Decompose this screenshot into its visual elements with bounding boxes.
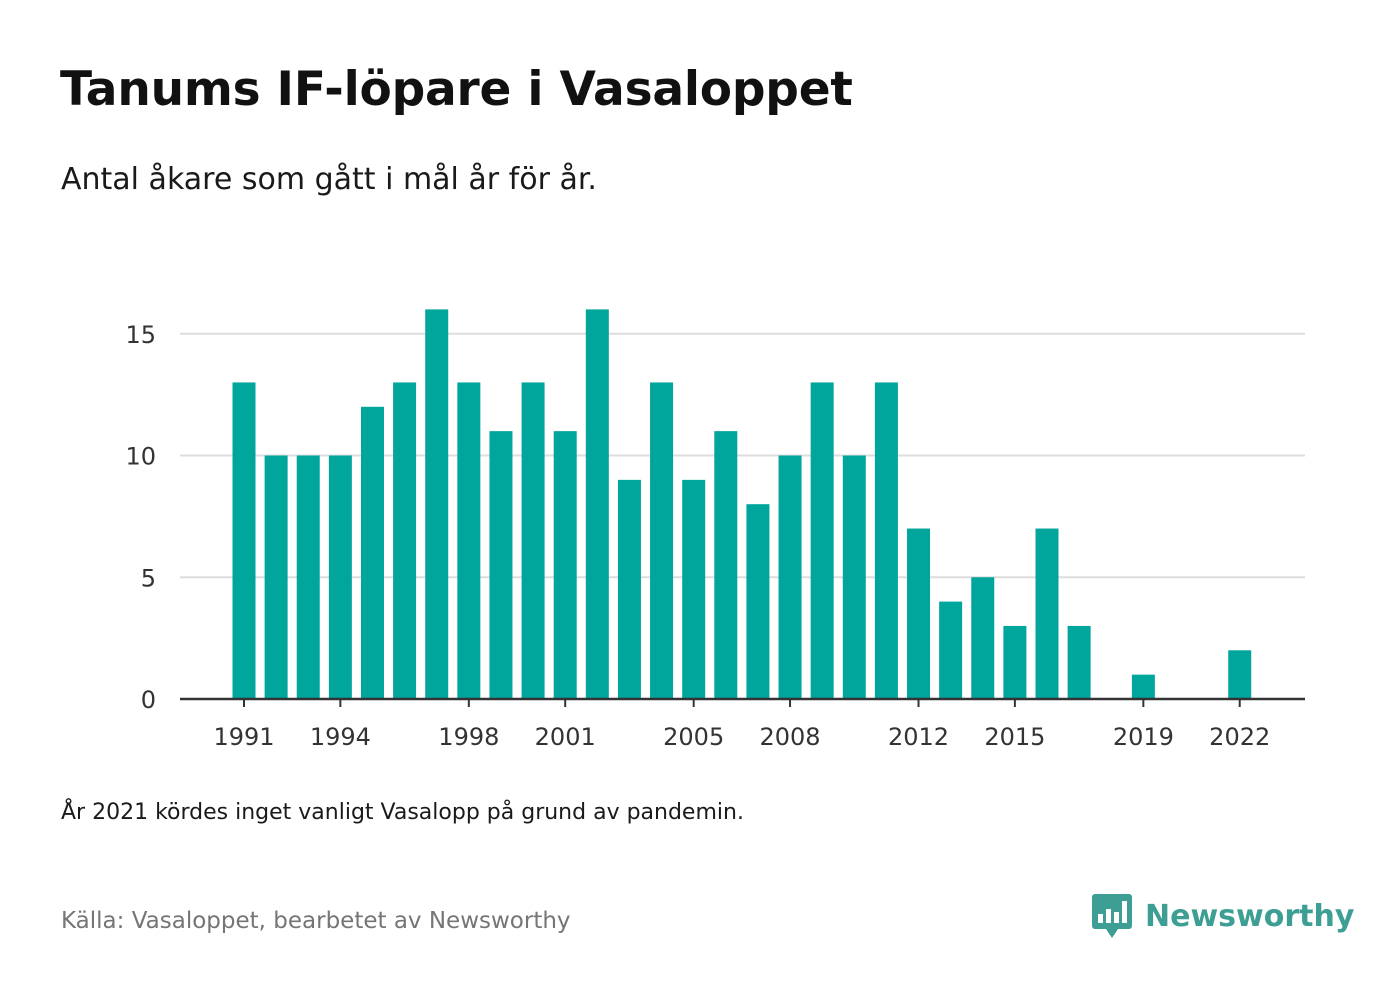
y-tick-label-5: 5 <box>141 564 156 592</box>
bar-2000 <box>521 382 545 699</box>
x-tick-label-1994: 1994 <box>310 723 371 751</box>
newsworthy-logo: Newsworthy <box>1091 892 1354 940</box>
bar-2006 <box>714 431 738 699</box>
bar-1998 <box>457 382 481 699</box>
bar-2019 <box>1131 674 1155 699</box>
bar-2003 <box>617 479 641 699</box>
y-tick-label-10: 10 <box>125 443 156 471</box>
bar-2022 <box>1228 650 1252 699</box>
source-credit: Källa: Vasaloppet, bearbetet av Newswort… <box>61 908 571 934</box>
bar-2005 <box>682 479 706 699</box>
bar-1997 <box>425 309 449 699</box>
bar-1994 <box>328 455 352 699</box>
x-tick-label-2012: 2012 <box>888 723 949 751</box>
x-tick-label-2008: 2008 <box>760 723 821 751</box>
x-tick-label-2022: 2022 <box>1209 723 1270 751</box>
x-tick-label-1998: 1998 <box>438 723 499 751</box>
bar-1991 <box>232 382 256 699</box>
newsworthy-chart-bubble-icon <box>1092 894 1132 938</box>
bar-1992 <box>264 455 288 699</box>
y-tick-label-0: 0 <box>141 686 156 714</box>
bar-2015 <box>1003 625 1027 699</box>
x-tick-label-2001: 2001 <box>535 723 596 751</box>
bar-2017 <box>1067 625 1091 699</box>
bars <box>232 309 1252 699</box>
bar-2013 <box>939 601 963 699</box>
bar-1993 <box>296 455 320 699</box>
bar-2016 <box>1035 528 1059 699</box>
bar-chart: 0 5 10 15 1991 1994 1998 2001 2005 2008 2012 2015 2… <box>125 309 1305 751</box>
bar-1999 <box>489 431 513 699</box>
bar-1996 <box>393 382 417 699</box>
x-tick-label-2005: 2005 <box>663 723 724 751</box>
bar-2004 <box>650 382 674 699</box>
bar-2008 <box>778 455 802 699</box>
bar-2007 <box>746 504 770 699</box>
bar-2009 <box>810 382 834 699</box>
y-tick-label-15: 15 <box>125 321 156 349</box>
x-tick-label-2019: 2019 <box>1113 723 1174 751</box>
bar-2012 <box>907 528 931 699</box>
bar-2010 <box>842 455 866 699</box>
bar-2002 <box>585 309 609 699</box>
x-tick-label-2015: 2015 <box>984 723 1045 751</box>
newsworthy-wordmark: Newsworthy <box>1145 898 1355 934</box>
x-axis-ticks: 1991 1994 1998 2001 2005 2008 2012 2015 2019 2022 <box>213 699 1270 751</box>
chart-note: År 2021 kördes inget vanligt Vasalopp på… <box>61 800 744 825</box>
chart-title: Tanums IF-löpare i Vasaloppet <box>60 62 853 117</box>
chart-subtitle: Antal åkare som gått i mål år för år. <box>61 162 597 197</box>
bar-2001 <box>553 431 577 699</box>
x-tick-label-1991: 1991 <box>213 723 274 751</box>
y-axis-ticks: 0 5 10 15 <box>125 321 156 714</box>
bar-1995 <box>360 406 384 699</box>
bar-2011 <box>874 382 898 699</box>
bar-2014 <box>971 577 995 699</box>
